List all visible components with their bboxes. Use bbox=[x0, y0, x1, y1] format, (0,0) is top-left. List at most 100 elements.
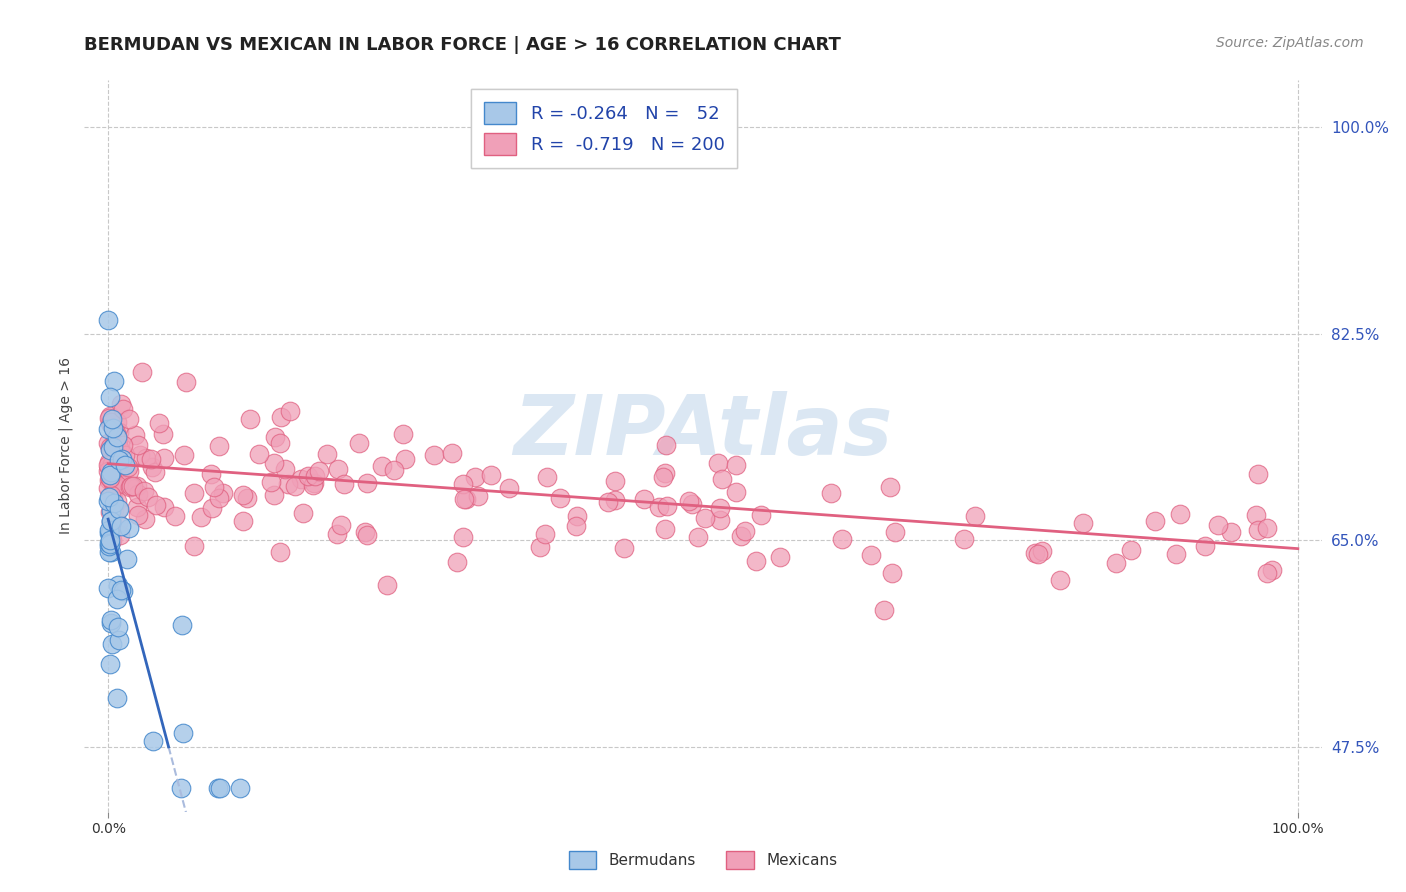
Point bbox=[108, 502, 131, 516]
Point bbox=[127, 478, 149, 492]
Point bbox=[603, 493, 626, 508]
Point bbox=[1194, 539, 1216, 553]
Point bbox=[529, 541, 551, 555]
Point bbox=[467, 489, 489, 503]
Point bbox=[152, 500, 174, 515]
Point bbox=[118, 464, 141, 478]
Point bbox=[1168, 508, 1191, 522]
Point bbox=[97, 474, 120, 488]
Point bbox=[377, 578, 399, 592]
Point bbox=[274, 461, 297, 475]
Point bbox=[202, 480, 225, 494]
Point bbox=[107, 447, 129, 461]
Point bbox=[734, 524, 756, 538]
Point bbox=[260, 475, 283, 489]
Point bbox=[101, 533, 124, 548]
Legend: R = -0.264   N =   52, R =  -0.719   N = 200: R = -0.264 N = 52, R = -0.719 N = 200 bbox=[471, 89, 737, 168]
Point bbox=[108, 453, 131, 467]
Point bbox=[297, 468, 319, 483]
Point bbox=[98, 468, 121, 483]
Point bbox=[107, 476, 129, 491]
Point bbox=[325, 527, 347, 541]
Point bbox=[678, 493, 700, 508]
Point bbox=[98, 523, 121, 537]
Point bbox=[446, 555, 468, 569]
Point bbox=[107, 620, 129, 634]
Point bbox=[831, 532, 853, 546]
Point bbox=[97, 460, 120, 475]
Point bbox=[101, 420, 124, 434]
Point bbox=[98, 442, 121, 457]
Point bbox=[100, 613, 122, 627]
Point bbox=[693, 511, 716, 525]
Point bbox=[111, 438, 134, 452]
Point bbox=[107, 415, 129, 429]
Point bbox=[153, 450, 176, 465]
Point bbox=[172, 618, 194, 632]
Point bbox=[354, 525, 377, 540]
Point bbox=[118, 412, 141, 426]
Point bbox=[100, 504, 122, 518]
Point bbox=[183, 485, 205, 500]
Point bbox=[173, 448, 195, 462]
Point bbox=[100, 463, 122, 477]
Point bbox=[105, 690, 128, 705]
Point bbox=[269, 544, 291, 558]
Point bbox=[97, 481, 120, 495]
Point bbox=[98, 525, 121, 540]
Point bbox=[125, 500, 148, 514]
Point bbox=[652, 470, 675, 484]
Point bbox=[648, 500, 671, 515]
Point bbox=[686, 530, 709, 544]
Point bbox=[105, 591, 128, 606]
Point bbox=[98, 545, 121, 559]
Point bbox=[292, 506, 315, 520]
Point bbox=[269, 435, 291, 450]
Point bbox=[263, 488, 285, 502]
Point bbox=[451, 476, 474, 491]
Point bbox=[118, 521, 141, 535]
Point bbox=[97, 581, 120, 595]
Point bbox=[100, 474, 122, 488]
Point bbox=[97, 458, 120, 472]
Point bbox=[98, 471, 121, 485]
Point bbox=[148, 416, 170, 430]
Point bbox=[290, 472, 312, 486]
Point bbox=[100, 537, 122, 551]
Point bbox=[725, 458, 748, 473]
Point bbox=[107, 432, 129, 446]
Point bbox=[98, 416, 121, 430]
Point bbox=[534, 527, 557, 541]
Point bbox=[1049, 573, 1071, 587]
Point bbox=[326, 462, 349, 476]
Point bbox=[97, 535, 120, 549]
Point bbox=[605, 474, 627, 488]
Point bbox=[278, 404, 301, 418]
Point bbox=[1071, 516, 1094, 530]
Point bbox=[129, 448, 152, 462]
Point bbox=[347, 436, 370, 450]
Point bbox=[208, 439, 231, 453]
Point bbox=[236, 491, 259, 505]
Point bbox=[101, 411, 124, 425]
Point bbox=[132, 484, 155, 499]
Point bbox=[613, 541, 636, 555]
Point bbox=[873, 603, 896, 617]
Point bbox=[769, 550, 792, 565]
Point bbox=[441, 445, 464, 459]
Point bbox=[316, 447, 339, 461]
Point bbox=[100, 415, 122, 429]
Point bbox=[654, 438, 676, 452]
Point bbox=[859, 548, 882, 562]
Point bbox=[565, 519, 588, 533]
Point bbox=[120, 478, 142, 492]
Point bbox=[104, 427, 127, 442]
Point bbox=[122, 478, 145, 492]
Point bbox=[107, 441, 129, 455]
Point bbox=[103, 442, 125, 456]
Point bbox=[1247, 523, 1270, 537]
Point bbox=[1164, 547, 1187, 561]
Point bbox=[548, 491, 571, 505]
Point bbox=[1031, 543, 1053, 558]
Point bbox=[229, 781, 252, 796]
